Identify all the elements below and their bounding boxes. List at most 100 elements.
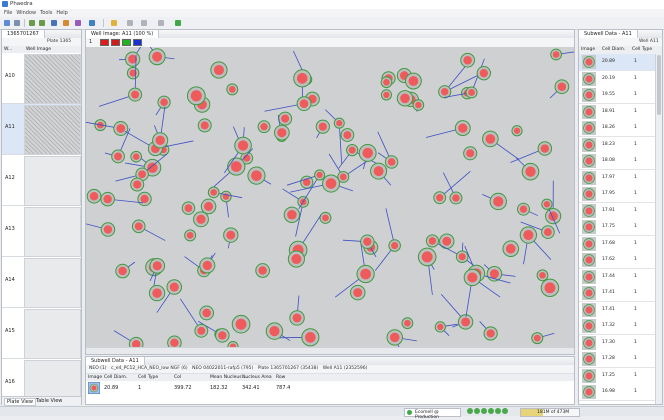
refresh-button[interactable] <box>157 19 165 27</box>
breadcrumb-item[interactable]: Plate 1365701267 (35438) <box>258 366 319 371</box>
col-cell-type[interactable]: Cell Type <box>138 374 158 381</box>
cell-thumbnail <box>582 336 596 350</box>
well-row[interactable]: A12 <box>2 155 81 206</box>
tab-subwell-data-bottom[interactable]: Subwell Data - A11 <box>86 357 145 365</box>
image-button[interactable] <box>74 19 82 27</box>
nucleus <box>525 167 535 177</box>
table-row[interactable]: 20.89 1 399.72 182.32 342.41 787.4 <box>86 381 574 395</box>
environment-indicator[interactable]: Ecomell @ Production <box>404 408 461 417</box>
status-icon <box>502 408 508 414</box>
cell-thumbnail <box>582 237 596 251</box>
col-image[interactable]: Image <box>581 46 595 53</box>
col-nucleus-area[interactable]: Nucleus Area <box>242 374 272 381</box>
tab-well-image[interactable]: Well Image: A11 (100 %) <box>86 30 159 38</box>
nucleus <box>442 237 451 246</box>
memory-label: 181M of 473M <box>537 410 569 415</box>
menu-tools[interactable]: Tools <box>40 10 52 16</box>
microscopy-image[interactable] <box>86 47 574 354</box>
tab-plate-view[interactable]: Plate View <box>4 398 36 406</box>
layout-icon <box>89 20 95 26</box>
breadcrumb-item[interactable]: c_e4_PC12_HCA_NEO_low NGF (6) <box>111 366 188 371</box>
channel-red-toggle[interactable] <box>100 39 109 46</box>
nucleus <box>258 266 267 275</box>
grid-icon <box>51 20 57 26</box>
grid-button[interactable] <box>50 19 58 27</box>
col-row[interactable]: Row <box>276 374 285 381</box>
well-row[interactable]: A11 <box>2 104 81 155</box>
layout-button[interactable] <box>88 19 96 27</box>
col-image[interactable]: Image <box>88 374 102 381</box>
tab-plate[interactable]: 1365701267 <box>2 30 45 38</box>
save-button[interactable] <box>13 19 21 27</box>
cell-diam-value: 17.28 <box>602 356 615 361</box>
nucleus <box>487 329 495 337</box>
col-well-image[interactable]: Well Image <box>26 46 51 53</box>
memory-indicator[interactable]: 181M of 473M <box>520 408 580 417</box>
well-row[interactable]: A15 <box>2 308 81 359</box>
breadcrumb-item[interactable]: Well A11 (2352596) <box>323 366 368 371</box>
nucleus <box>170 282 179 291</box>
channel-blue-toggle[interactable] <box>133 39 142 46</box>
col-cell-diam[interactable]: Cell Diam. <box>104 374 127 381</box>
back-button[interactable] <box>28 19 36 27</box>
tab-subwell-data[interactable]: Subwell Data - A11 <box>579 30 638 38</box>
wand-button[interactable] <box>110 19 118 27</box>
menu-file[interactable]: File <box>4 10 12 16</box>
tab-table-view[interactable]: Table View <box>34 398 64 404</box>
cell-type-value: 1 <box>138 385 141 391</box>
col-well[interactable]: W... <box>4 46 12 53</box>
nucleus <box>468 89 475 96</box>
image-horizontal-scrollbar[interactable] <box>86 347 574 354</box>
channel-green-toggle[interactable] <box>122 39 131 46</box>
well-row[interactable]: A16 <box>2 359 81 396</box>
well-row[interactable]: A10 <box>2 53 81 104</box>
channel-red2-toggle[interactable] <box>111 39 120 46</box>
chart-button[interactable] <box>62 19 70 27</box>
subwell-scrollbar[interactable] <box>655 54 662 404</box>
tool-button[interactable] <box>140 19 148 27</box>
cell-type-value: 1 <box>634 389 637 394</box>
filter-button[interactable] <box>126 19 134 27</box>
nucleus <box>422 251 433 262</box>
nucleus <box>490 269 499 278</box>
cell-type-value: 1 <box>634 323 637 328</box>
scrollbar-thumb[interactable] <box>657 55 661 115</box>
col-col[interactable]: Col <box>174 374 181 381</box>
open-button[interactable] <box>3 19 11 27</box>
cell-type-value: 1 <box>634 76 637 81</box>
breadcrumb-item[interactable]: NEO (1) <box>89 366 107 371</box>
menu-window[interactable]: Window <box>16 10 36 16</box>
well-row[interactable]: A14 <box>2 257 81 308</box>
nucleus <box>388 158 396 166</box>
col-cell-type[interactable]: Cell Type <box>632 46 652 53</box>
well-thumbnail <box>24 156 81 206</box>
well-row[interactable]: A13 <box>2 206 81 257</box>
run-button[interactable] <box>174 19 182 27</box>
menu-help[interactable]: Help <box>56 10 67 16</box>
forward-button[interactable] <box>38 19 46 27</box>
breadcrumb-item[interactable]: NEO 04022011-rafp5 (795) <box>192 366 253 371</box>
col-cell-diam[interactable]: Cell Diam. <box>602 46 625 53</box>
